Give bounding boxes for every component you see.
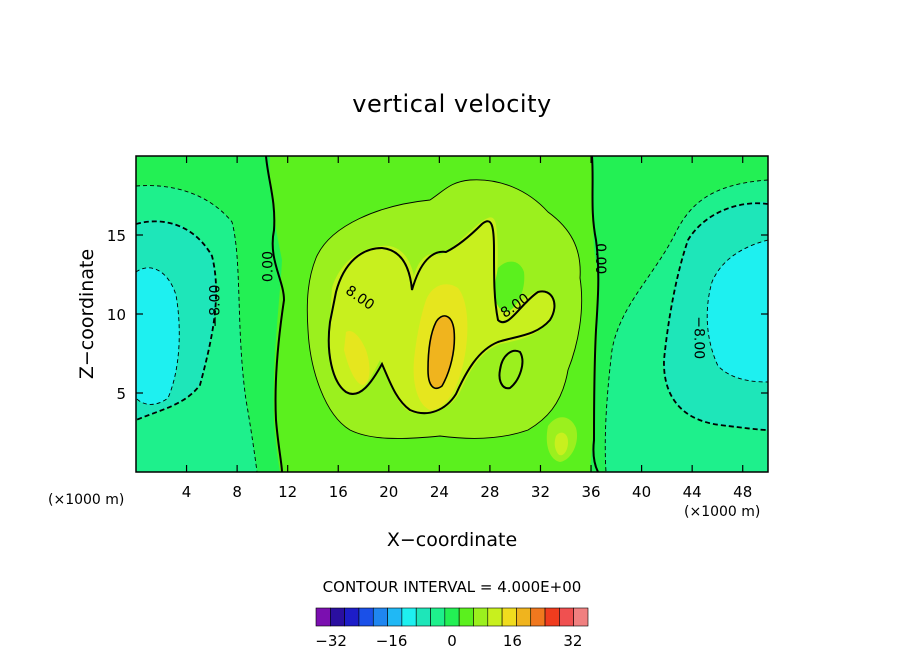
x-tick-label-8: 36 bbox=[581, 483, 600, 501]
x-tick-label-6: 28 bbox=[480, 483, 499, 501]
field-center-level-8-12-low bbox=[554, 432, 568, 456]
x-tick-label-10: 44 bbox=[683, 483, 702, 501]
contour-label-4: −8.00 bbox=[208, 285, 224, 328]
field-center-level-16-20 bbox=[428, 315, 455, 389]
contour-line-neg8-right bbox=[663, 202, 768, 431]
y-tick-label-2: 15 bbox=[107, 227, 126, 245]
colorbar-swatch-17 bbox=[559, 607, 574, 627]
colorbar-swatch-12 bbox=[487, 607, 503, 627]
contour-line-neg8-left bbox=[136, 220, 217, 421]
colorbar-swatch-14 bbox=[516, 607, 532, 627]
colorbar-swatch-13 bbox=[501, 607, 517, 627]
colorbar-swatch-6 bbox=[401, 607, 417, 627]
x-tick-label-3: 16 bbox=[329, 483, 348, 501]
x-unit-right: (×1000 m) bbox=[684, 504, 760, 520]
contour-line-pos4 bbox=[306, 179, 583, 439]
x-unit-left: (×1000 m) bbox=[48, 492, 124, 508]
contour-line-neg4-left bbox=[136, 185, 258, 472]
field-left-level-neg16-neg12 bbox=[136, 267, 180, 405]
contour-line-neg12-left bbox=[136, 267, 180, 405]
y-axis-title: Z−coordinate bbox=[76, 249, 98, 379]
colorbar-swatch-3 bbox=[358, 607, 374, 627]
x-tick-label-9: 40 bbox=[632, 483, 651, 501]
contour-line-neg12-right bbox=[706, 239, 768, 383]
x-tick-label-2: 12 bbox=[278, 483, 297, 501]
colorbar-swatch-9 bbox=[444, 607, 460, 627]
contour-line-neg4-right bbox=[604, 179, 768, 472]
chart-title: vertical velocity bbox=[352, 90, 551, 118]
x-tick-label-0: 4 bbox=[182, 483, 192, 501]
colorbar-swatch-10 bbox=[458, 607, 474, 627]
colorbar-swatch-4 bbox=[372, 607, 388, 627]
contour-line-zero-right bbox=[591, 156, 600, 472]
y-axis: 5 10 15 bbox=[107, 227, 768, 403]
contour-line-pos8-b bbox=[498, 350, 524, 390]
colorbar-swatch-0 bbox=[315, 607, 331, 627]
contour-line-zero-left bbox=[265, 156, 286, 472]
x-tick-label-7: 32 bbox=[531, 483, 550, 501]
colorbar-tick-label-2: 0 bbox=[447, 632, 457, 650]
colorbar-swatch-1 bbox=[330, 607, 345, 627]
colorbar-swatch-2 bbox=[344, 607, 360, 627]
field-center-level-12-16b bbox=[344, 330, 370, 385]
x-tick-label-5: 24 bbox=[430, 483, 449, 501]
y-tick-label-1: 10 bbox=[107, 306, 126, 324]
colorbar-swatch-8 bbox=[430, 607, 446, 627]
contour-line-pos16 bbox=[427, 315, 456, 390]
x-tick-label-11: 48 bbox=[733, 483, 752, 501]
colorbar-swatch-16 bbox=[544, 607, 560, 627]
colorbar-tick-label-4: 32 bbox=[563, 632, 582, 650]
contour-label-5: −8.00 bbox=[690, 316, 706, 359]
colorbar-tick-label-0: −32 bbox=[315, 632, 347, 650]
field-right-level-neg16-neg12 bbox=[707, 240, 768, 382]
colorbar: −32 −16 0 16 32 bbox=[315, 607, 589, 650]
colorbar-tick-label-1: −16 bbox=[376, 632, 408, 650]
x-axis-title: X−coordinate bbox=[387, 529, 517, 551]
x-tick-label-4: 20 bbox=[379, 483, 398, 501]
x-axis: 4 8 12 16 20 24 28 32 36 40 44 48 bbox=[182, 156, 752, 501]
field-center-level-0-4-pocket bbox=[494, 261, 525, 312]
x-tick-label-1: 8 bbox=[232, 483, 242, 501]
contour-field bbox=[136, 156, 768, 472]
contour-lines bbox=[136, 156, 768, 472]
contour-label-3: 0.00 bbox=[592, 243, 608, 274]
colorbar-swatch-11 bbox=[473, 607, 489, 627]
colorbar-swatch-7 bbox=[415, 607, 431, 627]
contour-interval-text: CONTOUR INTERVAL = 4.000E+00 bbox=[323, 578, 582, 596]
contour-line-pos8 bbox=[327, 220, 556, 415]
colorbar-tick-label-3: 16 bbox=[503, 632, 522, 650]
colorbar-swatch-18 bbox=[573, 607, 589, 627]
colorbar-swatch-15 bbox=[530, 607, 546, 627]
colorbar-swatch-5 bbox=[387, 607, 403, 627]
contour-label-0: 0.00 bbox=[261, 251, 277, 282]
y-tick-label-0: 5 bbox=[116, 385, 126, 403]
